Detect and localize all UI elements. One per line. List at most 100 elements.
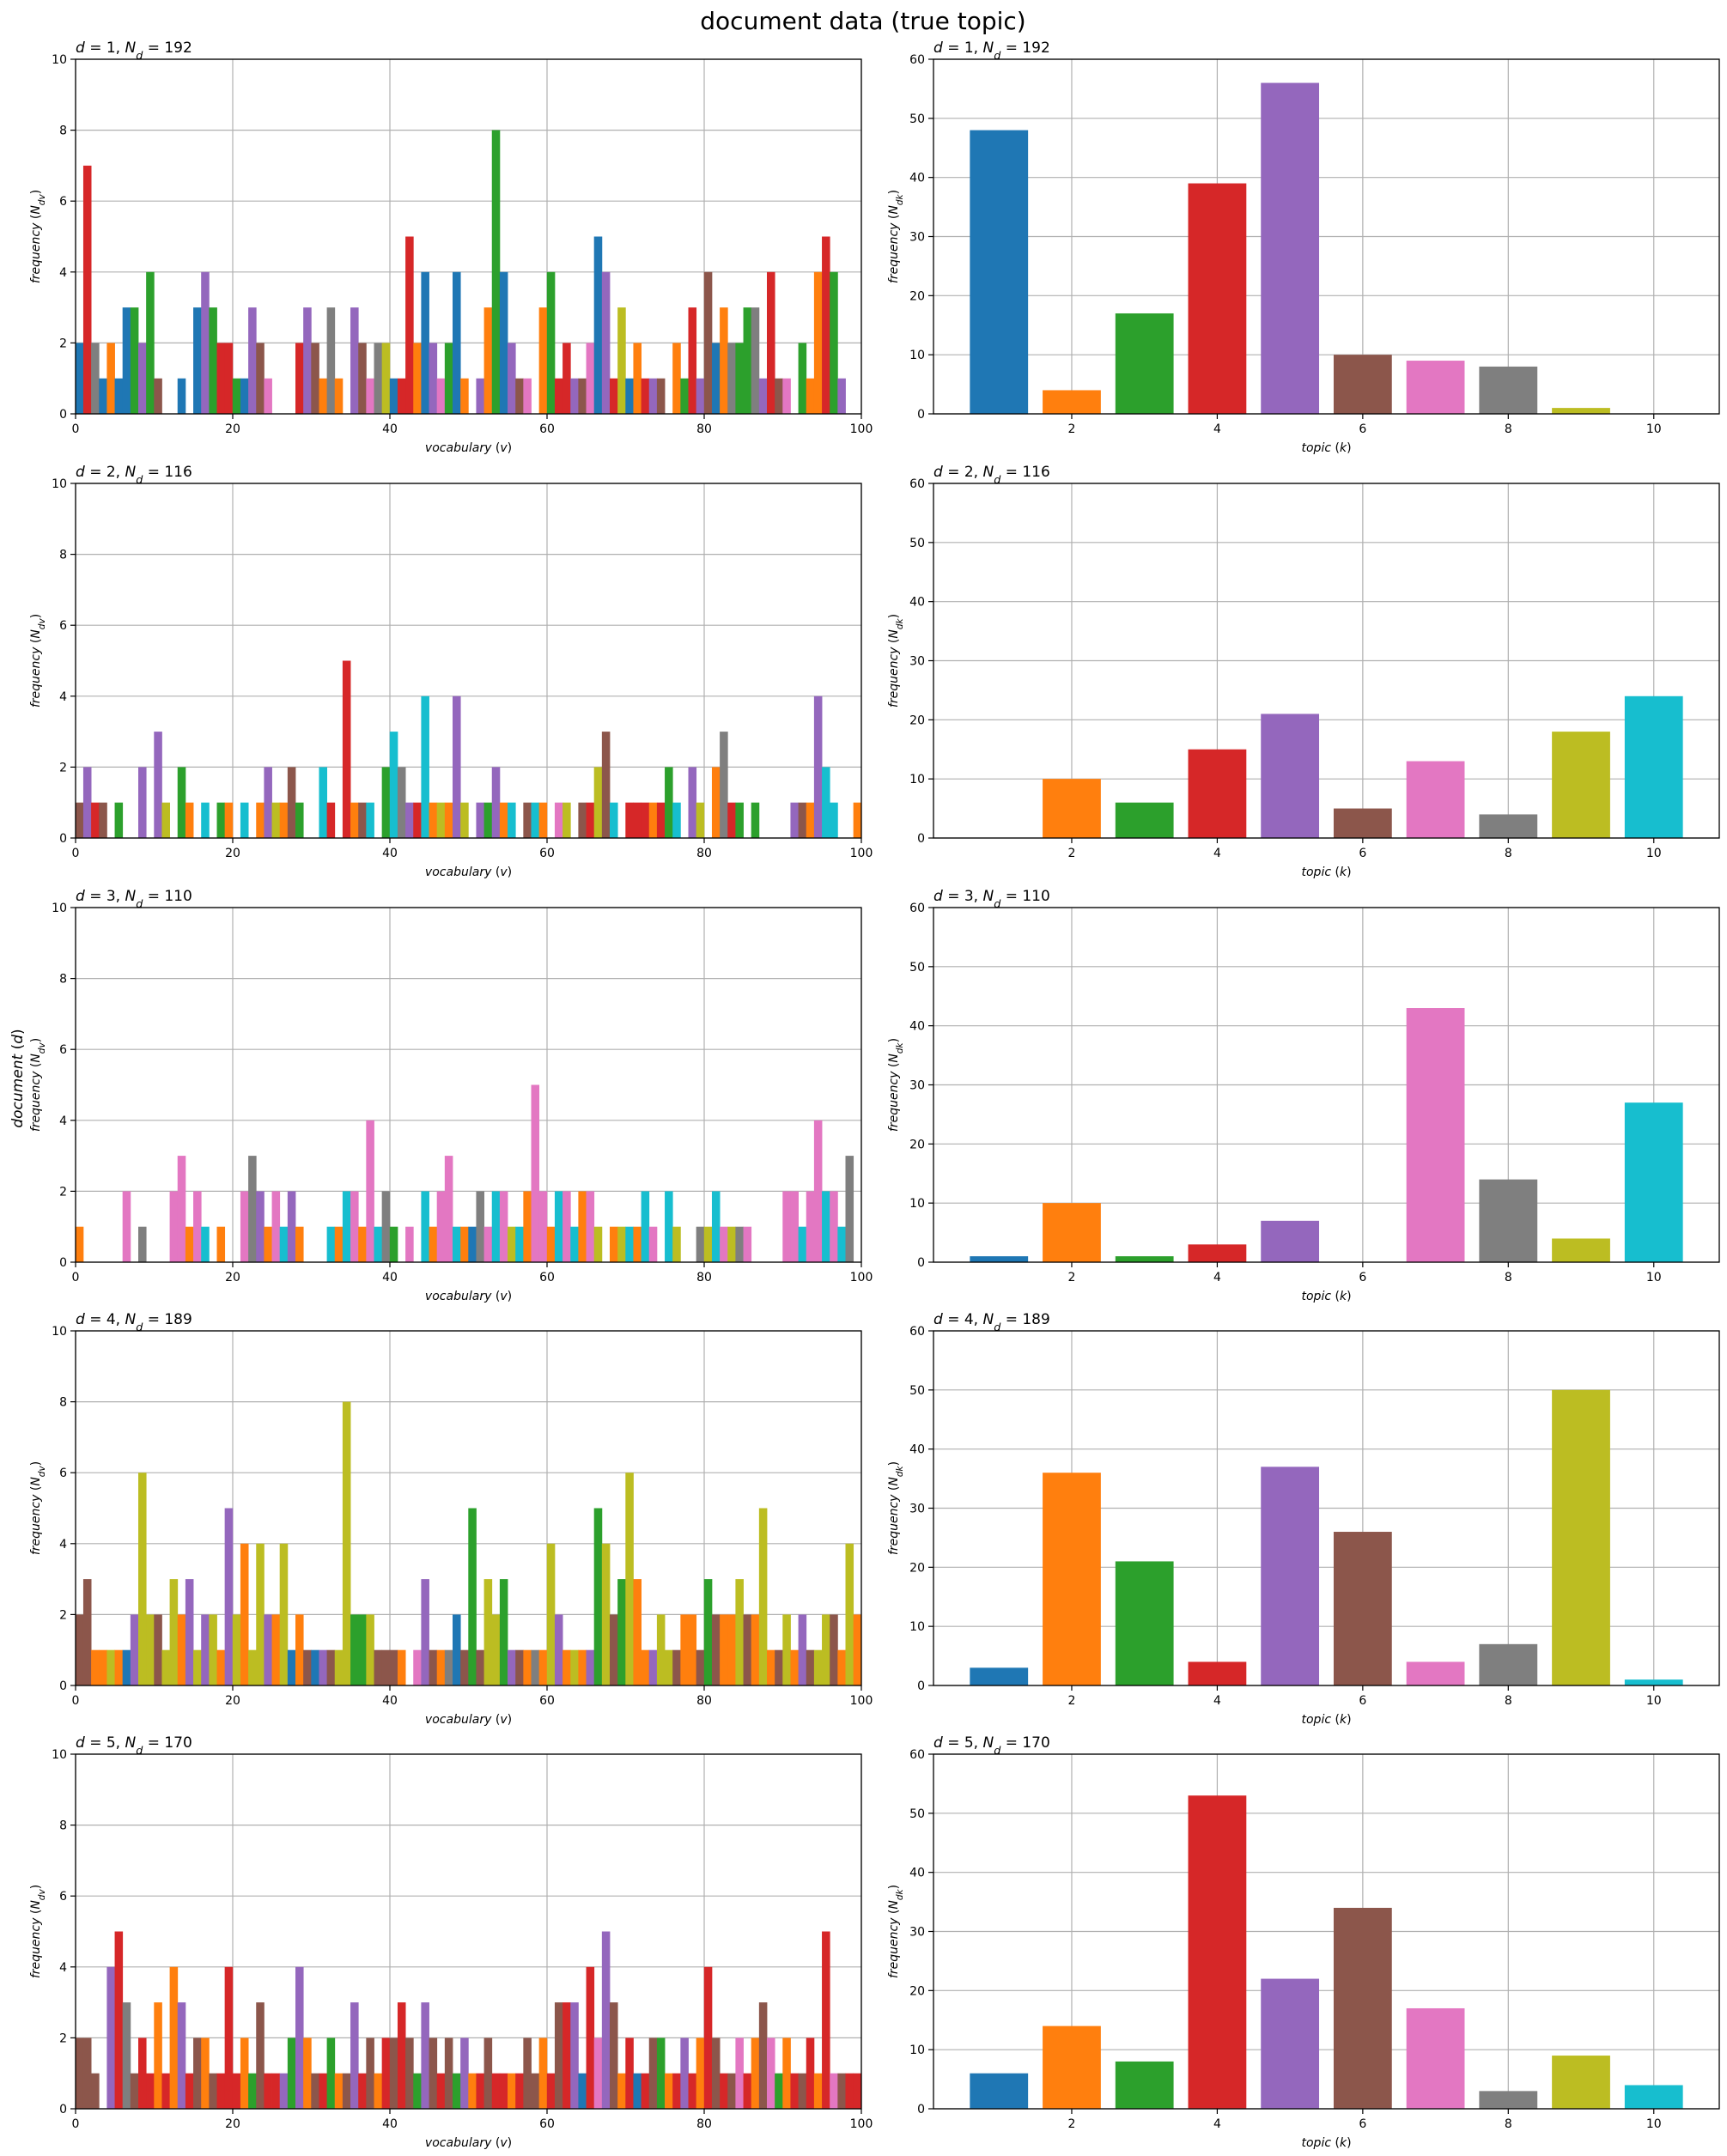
bar-word-79 — [696, 1649, 705, 1685]
bar-topic-5 — [1261, 1220, 1320, 1262]
bar-word-56 — [515, 1226, 524, 1262]
bar-word-60 — [546, 1543, 556, 1685]
bar-word-48 — [453, 271, 461, 414]
bar-word-63 — [570, 1649, 579, 1685]
bar-word-44 — [421, 695, 429, 838]
bar-word-4 — [106, 343, 115, 414]
bar-topic-8 — [1479, 814, 1538, 838]
y-tick-label: 4 — [59, 1538, 67, 1552]
bar-word-74 — [656, 378, 666, 414]
bar-word-61 — [554, 1191, 563, 1262]
bar-word-17 — [209, 2073, 217, 2109]
bar-word-14 — [185, 2073, 194, 2109]
y-tick-label: 50 — [909, 1807, 925, 1821]
x-axis-label: topic (k) — [1301, 441, 1351, 455]
bar-word-92 — [798, 802, 807, 838]
y-axis-label: frequency (Ndv) — [29, 1885, 47, 1978]
bar-word-70 — [625, 1226, 634, 1262]
bar-word-15 — [193, 307, 202, 414]
bar-word-10 — [154, 2002, 162, 2109]
x-tick-label: 0 — [72, 1271, 80, 1284]
bar-word-55 — [508, 2073, 516, 2109]
bar-topic-9 — [1552, 408, 1610, 414]
bar-word-46 — [436, 802, 446, 838]
axes-frame — [75, 483, 862, 839]
bar-word-25 — [271, 1614, 281, 1685]
x-tick-label: 20 — [225, 422, 240, 436]
bar-word-60 — [546, 271, 556, 414]
bar-word-79 — [696, 378, 705, 414]
bar-word-22 — [248, 2073, 257, 2109]
y-tick-label: 0 — [59, 408, 67, 422]
bar-word-26 — [279, 802, 289, 838]
y-tick-label: 2 — [59, 761, 67, 774]
bar-word-51 — [476, 2073, 484, 2109]
bar-word-58 — [531, 802, 540, 838]
bar-word-8 — [138, 2038, 147, 2109]
bar-word-32 — [326, 802, 336, 838]
bar-word-51 — [476, 378, 484, 414]
x-tick-label: 60 — [539, 1271, 555, 1284]
bar-word-17 — [209, 307, 217, 414]
bar-word-43 — [413, 802, 422, 838]
bar-word-35 — [350, 307, 359, 414]
bar-topic-9 — [1552, 2056, 1610, 2109]
bar-word-7 — [130, 1614, 139, 1685]
bar-word-14 — [185, 802, 194, 838]
bar-word-91 — [790, 1191, 799, 1262]
bar-word-22 — [248, 1649, 257, 1685]
bar-word-78 — [688, 2073, 697, 2109]
bar-word-73 — [648, 1649, 658, 1685]
x-tick-label: 100 — [850, 1694, 873, 1708]
bar-word-68 — [610, 2002, 618, 2109]
y-tick-label: 60 — [909, 1748, 925, 1762]
x-tick-label: 8 — [1505, 1271, 1512, 1284]
bar-topic-7 — [1406, 361, 1465, 414]
x-tick-label: 100 — [850, 847, 873, 860]
axes-frame — [75, 58, 862, 415]
bar-word-73 — [648, 378, 658, 414]
bar-word-57 — [523, 1649, 532, 1685]
bar-word-10 — [154, 378, 162, 414]
bar-word-37 — [366, 1614, 374, 1685]
bar-word-65 — [586, 802, 595, 838]
bar-word-87 — [758, 378, 768, 414]
bar-word-4 — [106, 1966, 115, 2109]
bar-word-94 — [813, 1649, 823, 1685]
bar-word-67 — [601, 271, 611, 414]
bar-word-45 — [429, 1226, 438, 1262]
bar-word-12 — [169, 1191, 179, 1262]
y-axis-label: frequency (Ndk) — [887, 1038, 905, 1132]
y-axis-label: frequency (Ndk) — [887, 190, 905, 283]
bar-word-40 — [389, 378, 398, 414]
bar-word-42 — [405, 2038, 414, 2109]
bar-word-71 — [633, 2073, 642, 2109]
y-axis-label: frequency (Ndk) — [887, 1885, 905, 1978]
bar-word-90 — [782, 1614, 791, 1685]
bar-word-75 — [665, 2073, 673, 2109]
y-tick-label: 10 — [909, 349, 925, 362]
bar-word-70 — [625, 1473, 634, 1685]
bar-word-14 — [185, 1226, 194, 1262]
bar-word-36 — [358, 802, 367, 838]
bar-word-12 — [169, 1579, 179, 1685]
bar-word-86 — [751, 307, 760, 414]
bar-word-84 — [735, 1226, 744, 1262]
bar-word-40 — [389, 1226, 398, 1262]
y-tick-label: 2 — [59, 1608, 67, 1622]
y-tick-label: 30 — [909, 1079, 925, 1093]
bar-word-52 — [483, 1579, 493, 1685]
bar-word-67 — [601, 732, 611, 838]
bar-word-89 — [775, 2073, 783, 2109]
bar-word-29 — [303, 1649, 312, 1685]
bar-word-15 — [193, 2038, 202, 2109]
bar-word-55 — [508, 1649, 516, 1685]
bar-word-27 — [287, 1649, 296, 1685]
bar-word-92 — [798, 2073, 807, 2109]
bar-word-64 — [578, 1191, 587, 1262]
y-tick-label: 0 — [917, 408, 925, 422]
y-tick-label: 0 — [917, 2103, 925, 2117]
bar-word-77 — [680, 1614, 689, 1685]
bar-word-52 — [483, 802, 493, 838]
